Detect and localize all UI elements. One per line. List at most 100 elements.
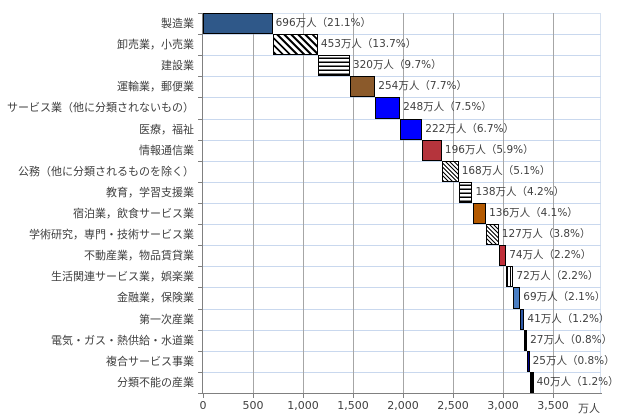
y-axis-tick <box>198 76 203 77</box>
bar <box>317 55 350 77</box>
data-label: 41万人（1.2%） <box>527 312 610 325</box>
category-label: 不動産業，物品賃貸業 <box>84 249 194 263</box>
y-axis-tick <box>198 55 203 56</box>
bar <box>520 308 525 330</box>
data-label: 254万人（7.7%） <box>378 80 468 93</box>
horizontal-gridline <box>203 266 601 267</box>
x-axis-tick-label: 3,500 <box>537 399 569 412</box>
vertical-gridline <box>453 13 454 393</box>
bar <box>272 34 318 56</box>
horizontal-gridline <box>203 161 601 162</box>
bar <box>472 203 487 225</box>
x-axis-tick <box>353 393 354 398</box>
bar <box>458 181 473 203</box>
x-axis-tick-label: 0 <box>199 399 207 412</box>
y-axis-tick <box>198 182 203 183</box>
horizontal-gridline <box>203 309 601 310</box>
data-label: 25万人（0.8%） <box>532 354 615 367</box>
category-label: 宿泊業，飲食サービス業 <box>73 207 194 220</box>
category-label: 情報通信業 <box>139 143 194 157</box>
y-axis-tick <box>198 266 203 267</box>
category-label: 分類不能の産業 <box>117 375 194 389</box>
y-axis-tick <box>198 330 203 331</box>
data-label: 453万人（13.7%） <box>320 38 417 51</box>
category-label: 教育，学習支援業 <box>106 185 194 199</box>
category-label: 医療，福祉 <box>139 122 194 136</box>
horizontal-gridline <box>203 55 601 56</box>
y-axis-tick <box>198 393 203 394</box>
x-axis-tick <box>253 393 254 398</box>
x-axis-tick-label: 3,000 <box>487 399 519 412</box>
y-axis-tick <box>198 372 203 373</box>
x-axis-tick <box>203 393 204 398</box>
data-label: 196万人（5.9%） <box>444 143 534 156</box>
x-axis-tick <box>303 393 304 398</box>
vertical-gridline <box>303 13 304 393</box>
vertical-gridline <box>553 13 554 393</box>
bar <box>375 97 401 119</box>
data-label: 69万人（2.1%） <box>523 291 606 304</box>
vertical-gridline <box>403 13 404 393</box>
y-axis-tick <box>198 245 203 246</box>
data-label: 136万人（4.1%） <box>489 207 578 219</box>
category-label: 生活関連サービス業，娯楽業 <box>51 270 194 284</box>
data-label: 27万人（0.8%） <box>530 333 613 346</box>
category-label: 卸売業，小売業 <box>117 38 194 52</box>
data-label: 138万人（4.2%） <box>475 185 565 198</box>
y-axis-tick <box>198 97 203 98</box>
y-axis-line <box>202 13 203 394</box>
category-label: 運輸業，郵便業 <box>117 80 194 94</box>
bar <box>498 245 507 267</box>
y-axis-tick <box>198 140 203 141</box>
bar <box>506 266 514 288</box>
y-axis-tick <box>198 287 203 288</box>
bar <box>441 160 459 182</box>
data-label: 74万人（2.2%） <box>509 249 592 262</box>
category-label: 建設業 <box>161 59 194 73</box>
data-label: 72万人（2.2%） <box>516 270 599 283</box>
bar <box>513 287 521 309</box>
category-label: 第一次産業 <box>139 312 194 326</box>
x-axis-tick-label: 2,000 <box>387 399 419 412</box>
x-axis-tick <box>403 393 404 398</box>
data-label: 320万人（9.7%） <box>352 59 442 72</box>
x-axis-tick-label: 2,500 <box>437 399 469 412</box>
horizontal-gridline <box>203 372 601 373</box>
data-label: 127万人（3.8%） <box>501 228 591 241</box>
bar <box>203 13 273 35</box>
bar <box>486 224 499 246</box>
x-axis-line <box>202 393 602 394</box>
category-label: 学術研究，専門・技術サービス業 <box>29 228 194 242</box>
category-label: 金融業，保険業 <box>117 291 194 305</box>
horizontal-gridline <box>203 351 601 352</box>
data-label: 696万人（21.1%） <box>275 17 371 29</box>
horizontal-gridline <box>203 287 601 288</box>
y-axis-tick <box>198 34 203 35</box>
horizontal-gridline <box>203 76 601 77</box>
data-label: 168万人（5.1%） <box>461 164 551 177</box>
category-label: 製造業 <box>161 17 194 30</box>
data-label: 248万人（7.5%） <box>403 101 492 114</box>
vertical-gridline <box>503 13 504 393</box>
bar <box>400 118 423 140</box>
y-axis-tick <box>198 119 203 120</box>
x-axis-unit-label: 万人 <box>578 402 600 415</box>
bar <box>527 350 530 372</box>
y-axis-tick <box>198 203 203 204</box>
vertical-gridline <box>353 13 354 393</box>
x-axis-tick <box>453 393 454 398</box>
category-label: 電気・ガス・熱供給・水道業 <box>51 333 194 347</box>
bar <box>524 329 528 351</box>
vertical-gridline <box>253 13 254 393</box>
horizontal-gridline <box>203 203 601 204</box>
y-axis-tick <box>198 309 203 310</box>
horizontal-gridline <box>203 245 601 246</box>
x-axis-tick-label: 1,500 <box>337 399 369 412</box>
data-label: 40万人（1.2%） <box>536 375 619 388</box>
category-label: 複合サービス事業 <box>106 354 194 368</box>
x-axis-tick-label: 500 <box>242 399 264 412</box>
horizontal-gridline <box>203 140 601 141</box>
bar <box>529 371 534 393</box>
horizontal-gridline <box>203 97 601 98</box>
